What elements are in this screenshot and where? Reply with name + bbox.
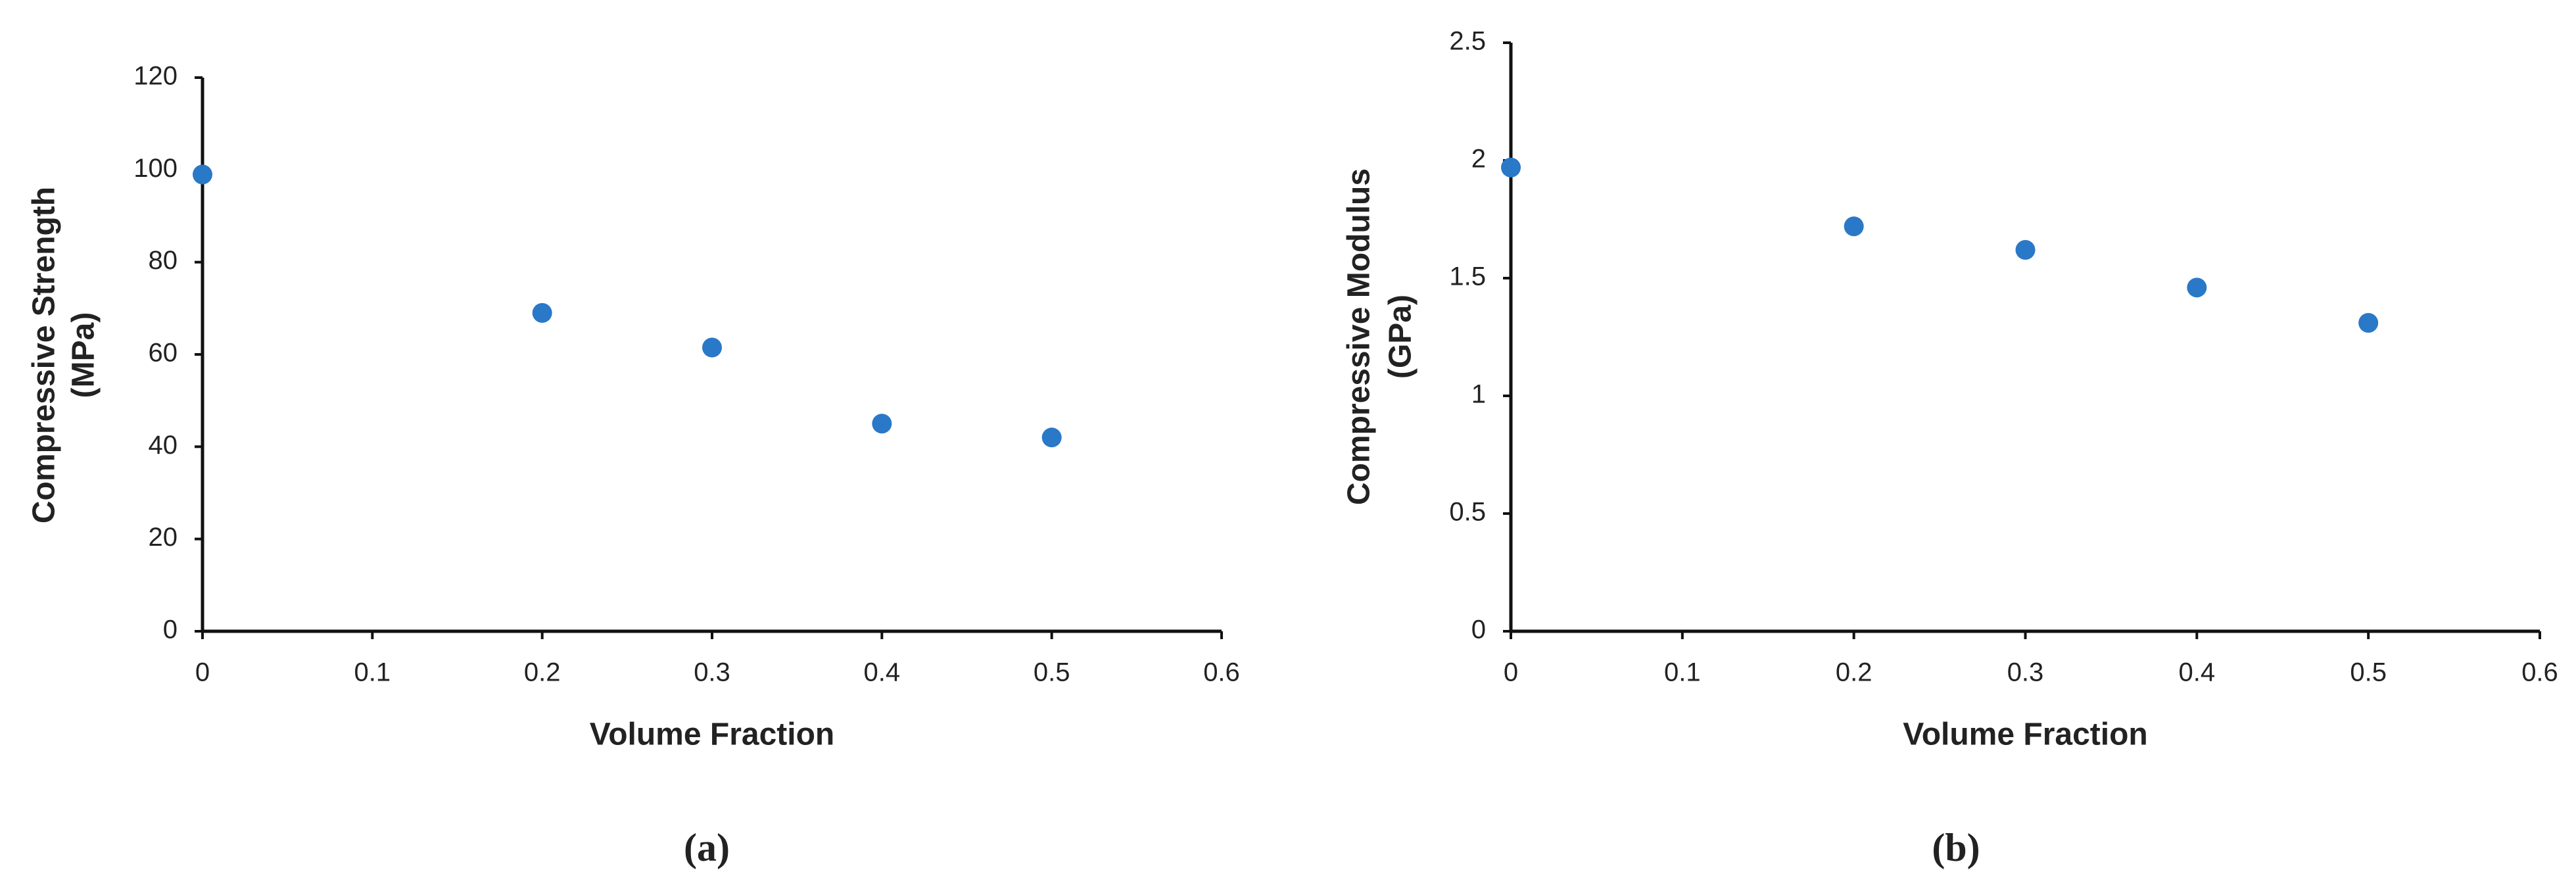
- data-point: [2358, 313, 2379, 333]
- y-axis-title: (MPa): [66, 312, 101, 398]
- x-tick-label: 0.6: [2521, 658, 2558, 687]
- chart: 0 20 40 60 80 100 120 0 0.1 0.2 0.3 0.4 0.5 0.6 Volume…: [27, 62, 1240, 869]
- y-tick-label: 1.5: [1449, 262, 1486, 291]
- data-point: [702, 337, 722, 358]
- y-tick-label: 60: [149, 339, 178, 368]
- data-point: [872, 414, 892, 434]
- data-point: [1844, 216, 1864, 237]
- x-tick-label: 0.4: [864, 658, 901, 687]
- x-tick-label: 0.5: [1034, 658, 1070, 687]
- data-point: [193, 164, 212, 185]
- x-tick-label: 0.1: [1664, 658, 1701, 687]
- y-axis-title: (GPa): [1383, 295, 1418, 379]
- x-tick-label: 0.3: [2007, 658, 2044, 687]
- x-axis-title: Volume Fraction: [1903, 717, 2148, 752]
- chart: 0 0.5 1 1.5 2 2.5 0 0.1 0.2 0.3 0.4 0.5 0.6 Volume Fr…: [1342, 27, 2558, 869]
- x-tick-label: 0.1: [354, 658, 391, 687]
- y-axis-title: Compressive Strength: [27, 187, 62, 523]
- caption: (b): [1932, 826, 1980, 869]
- y-tick-label: 100: [133, 154, 178, 183]
- y-tick-label: 0: [1471, 615, 1486, 644]
- x-axis-title: Volume Fraction: [590, 717, 835, 752]
- y-tick-label: 120: [133, 62, 178, 91]
- y-tick-label: 1: [1471, 380, 1486, 409]
- data-point: [532, 302, 552, 323]
- x-tick-label: 0: [195, 658, 210, 687]
- x-tick-label: 0.2: [524, 658, 561, 687]
- x-tick-label: 0.4: [2179, 658, 2216, 687]
- y-tick-label: 0.5: [1449, 498, 1486, 527]
- data-point: [2187, 277, 2207, 298]
- y-tick-label: 40: [149, 431, 178, 460]
- x-tick-label: 0.5: [2350, 658, 2387, 687]
- data-point: [1501, 157, 1521, 178]
- x-tick-label: 0.3: [694, 658, 730, 687]
- x-tick-label: 0: [1504, 658, 1518, 687]
- data-point: [1041, 427, 1062, 448]
- y-tick-label: 80: [149, 246, 178, 275]
- y-axis-title: Compressive Modulus: [1342, 168, 1377, 505]
- x-tick-label: 0.6: [1203, 658, 1240, 687]
- caption: (a): [684, 826, 730, 869]
- y-tick-label: 2: [1471, 145, 1486, 174]
- y-tick-label: 20: [149, 523, 178, 552]
- y-tick-label: 0: [163, 615, 178, 644]
- x-tick-label: 0.2: [1836, 658, 1872, 687]
- y-tick-label: 2.5: [1449, 27, 1486, 56]
- data-point: [2015, 240, 2036, 260]
